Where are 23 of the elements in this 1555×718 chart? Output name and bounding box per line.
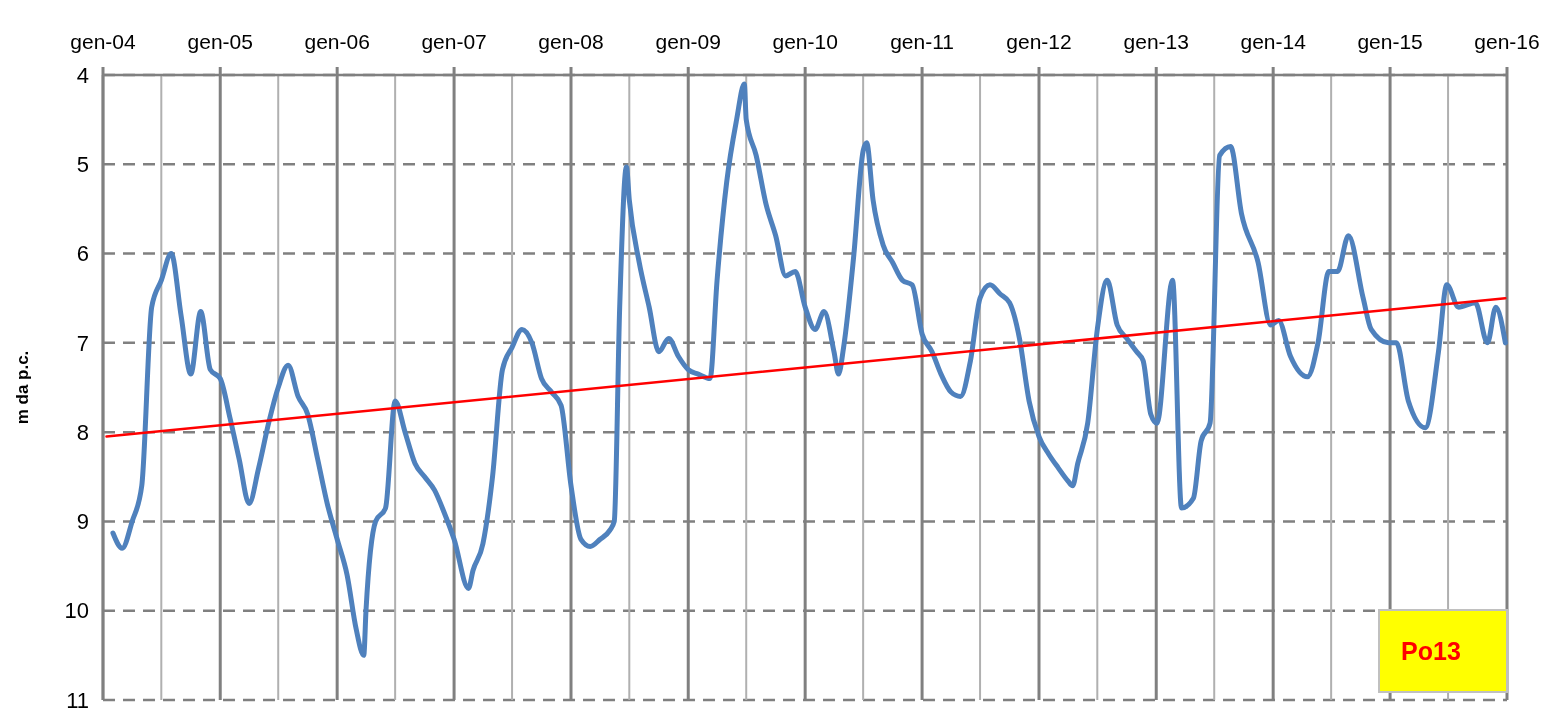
x-tick-label: gen-07 [421, 30, 487, 53]
y-tick-label: 6 [76, 241, 89, 267]
x-tick-label: gen-12 [1006, 30, 1072, 53]
x-tick-label: gen-05 [187, 30, 253, 53]
x-tick-label: gen-11 [890, 30, 954, 53]
x-tick-label: gen-09 [655, 30, 721, 53]
y-tick-label: 11 [66, 687, 89, 713]
y-tick-label: 10 [64, 598, 89, 624]
y-tick-label: 5 [76, 151, 89, 177]
y-axis-title: m da p.c. [13, 350, 32, 425]
x-tick-label: gen-06 [304, 30, 370, 53]
x-tick-label: gen-10 [772, 30, 838, 53]
x-tick-label: gen-13 [1123, 30, 1189, 53]
x-tick-label: gen-15 [1357, 30, 1423, 53]
y-tick-label: 7 [76, 330, 89, 356]
x-tick-label: gen-16 [1474, 30, 1540, 53]
x-tick-label: gen-08 [538, 30, 604, 53]
y-tick-label: 9 [76, 509, 89, 535]
y-tick-label: 4 [76, 62, 89, 88]
annotation: Po13 [1401, 636, 1461, 665]
x-tick-label: gen-14 [1240, 30, 1307, 53]
x-tick-label: gen-04 [70, 30, 137, 53]
y-tick-label: 8 [76, 419, 89, 445]
